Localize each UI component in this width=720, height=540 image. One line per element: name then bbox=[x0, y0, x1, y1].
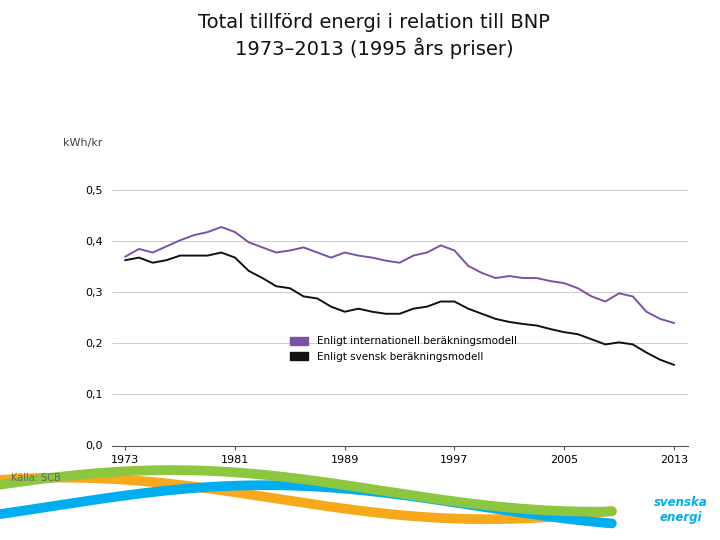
Text: 1973–2013 (1995 års priser): 1973–2013 (1995 års priser) bbox=[235, 38, 513, 59]
Text: kWh/kr: kWh/kr bbox=[63, 138, 102, 148]
Legend: Enligt internationell beräkningsmodell, Enligt svensk beräkningsmodell: Enligt internationell beräkningsmodell, … bbox=[289, 336, 517, 362]
Text: Total tillförd energi i relation till BNP: Total tillförd energi i relation till BN… bbox=[199, 14, 550, 32]
Text: Källa: SCB: Källa: SCB bbox=[11, 473, 60, 483]
Text: svenska
energi: svenska energi bbox=[654, 496, 707, 524]
